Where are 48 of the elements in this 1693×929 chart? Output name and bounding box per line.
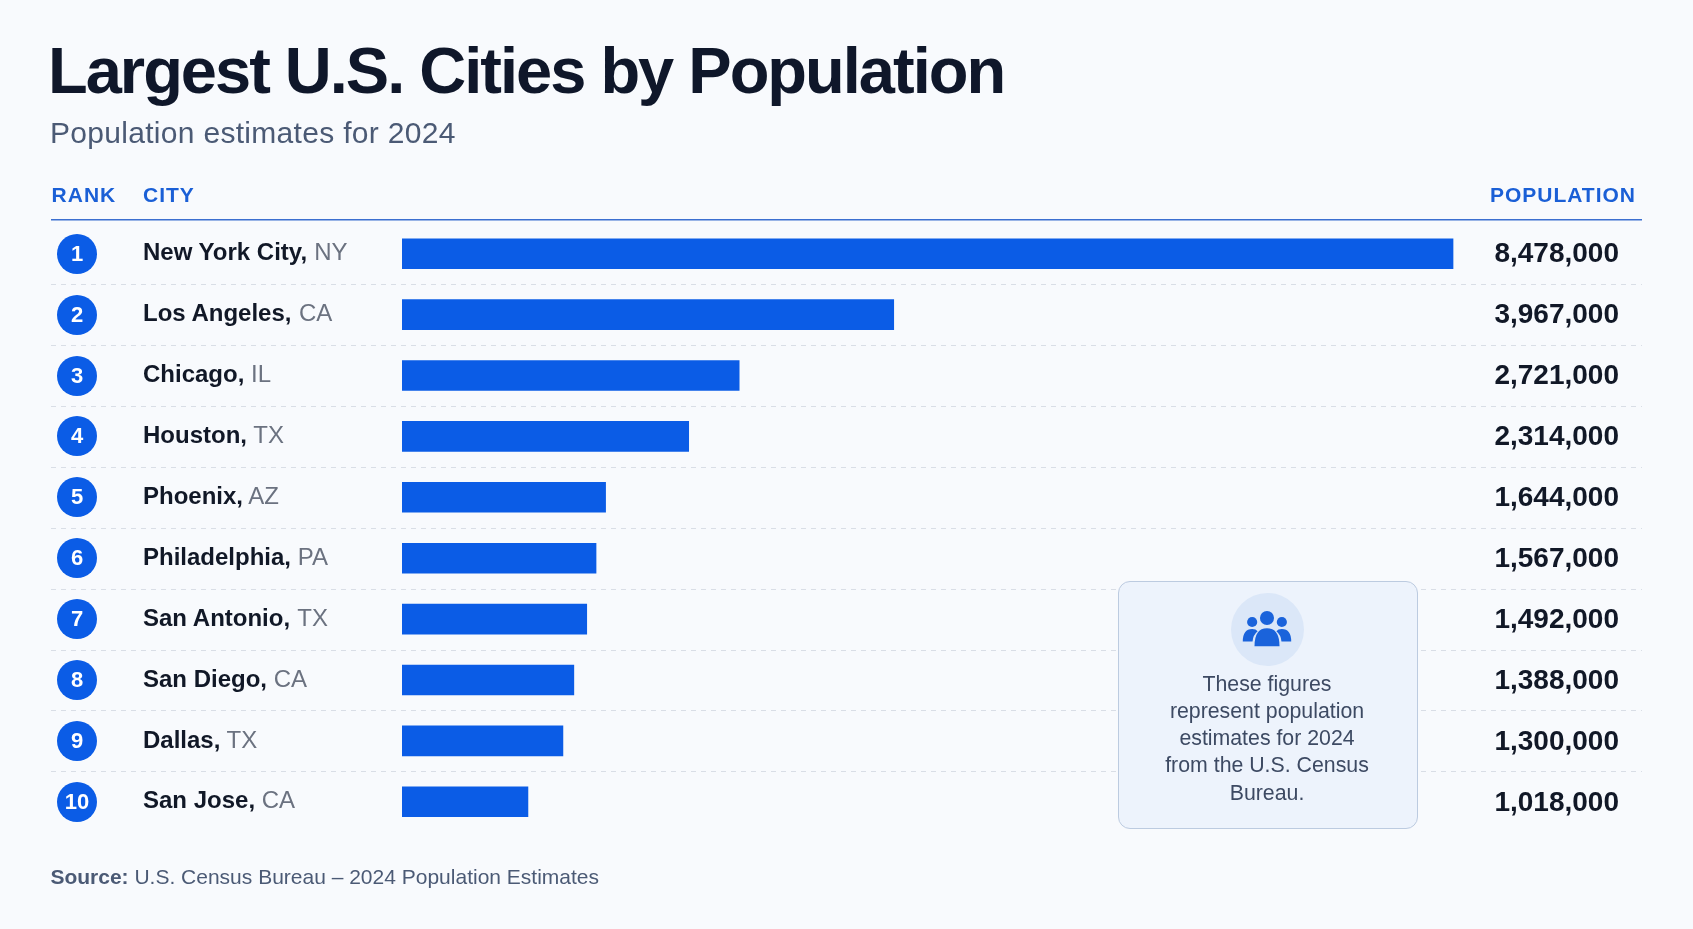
circle-badge: 8 (57, 660, 97, 700)
source-note: Source: U.S. Census Bureau – 2024 Population Estimates (50, 864, 600, 888)
annotation: These figures represent population estimates for 2024 from the U.S. Census Bureau. (1164, 670, 1370, 807)
y-tick-label: Dallas, TX (143, 725, 258, 753)
chart-title: Largest U.S. Cities by Population (48, 34, 1005, 107)
data-label: 1,018,000 (1494, 785, 1619, 817)
data-label: 1,567,000 (1494, 541, 1619, 573)
y-tick-label: Houston, TX (143, 421, 284, 449)
y-tick-label: New York City, NY (143, 238, 348, 266)
text: RANK (51, 182, 117, 206)
y-tick-label: San Diego, CA (143, 664, 308, 692)
circle-badge: 5 (57, 477, 97, 518)
y-tick-label: San Antonio, TX (143, 603, 328, 631)
x-axis-title: POPULATION (1489, 182, 1636, 206)
circle-badge: 7 (57, 599, 97, 640)
bar (402, 299, 895, 330)
circle-badge: 3 (57, 355, 97, 396)
circle-badge: 9 (57, 720, 97, 761)
bar (402, 786, 529, 818)
y-axis-title: CITY (143, 182, 195, 206)
data-label: 1,388,000 (1494, 663, 1619, 695)
circle-badge: 4 (57, 416, 97, 457)
bar (402, 360, 740, 391)
y-tick-label: Los Angeles, CA (143, 299, 333, 327)
data-label: 3,967,000 (1494, 298, 1619, 330)
data-label: 1,492,000 (1494, 602, 1619, 634)
y-tick-label: San Jose, CA (143, 786, 296, 814)
data-label: 1,644,000 (1494, 481, 1619, 513)
chart-subtitle: Population estimates for 2024 (50, 116, 456, 149)
callout-box: These figures represent population estimates for 2024 from the U.S. Census Bureau. (1118, 581, 1418, 829)
circle-badge: 10 (57, 781, 97, 822)
data-label: 2,721,000 (1494, 359, 1619, 391)
bar (402, 664, 575, 696)
bar (402, 725, 564, 757)
bar (402, 482, 606, 513)
y-tick-label: Chicago, IL (143, 360, 272, 388)
y-tick-label: Philadelphia, PA (143, 542, 328, 570)
y-tick-label: Phoenix, AZ (143, 481, 280, 509)
bar (402, 421, 690, 452)
data-label: 1,300,000 (1494, 724, 1619, 756)
bar (402, 603, 588, 635)
data-label: 8,478,000 (1494, 237, 1619, 269)
circle-badge: 1 (57, 233, 97, 274)
data-label: 2,314,000 (1494, 420, 1619, 452)
circle-badge: 6 (57, 538, 97, 579)
bar (402, 238, 1454, 269)
bar (402, 542, 597, 574)
circle-badge: 2 (57, 294, 97, 335)
